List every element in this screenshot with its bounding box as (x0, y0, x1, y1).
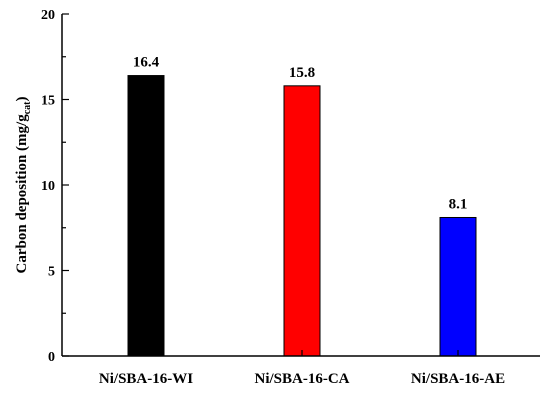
y-tick-label-4: 20 (41, 8, 55, 23)
bar-value-label-2: 15.8 (289, 65, 315, 81)
plot-area: 16.4 Ni/SBA-16-WI 15.8 Ni/SBA-16-CA 8.1 Ni/SB… (41, 8, 540, 387)
bar-value-label-1: 16.4 (133, 55, 160, 71)
y-axis-title-subscript: cat (22, 101, 33, 114)
y-axis-title-close: ) (14, 97, 30, 102)
bar-3 (439, 216, 477, 357)
y-axis-title-main: Carbon deposition (mg/g (14, 114, 30, 274)
bar-2 (283, 85, 321, 357)
svg-text:Carbon deposition (mg/gcat): Carbon deposition (mg/gcat) (14, 97, 33, 274)
x-tick-label-2: Ni/SBA-16-CA (254, 371, 349, 387)
bar-value-label-3: 8.1 (449, 196, 468, 212)
x-tick-label-1: Ni/SBA-16-WI (99, 371, 193, 387)
x-tick-label-3: Ni/SBA-16-AE (411, 371, 505, 387)
y-tick-label-2: 10 (41, 179, 55, 194)
y-axis-title: Carbon deposition (mg/gcat) (14, 97, 33, 274)
bar-1 (127, 75, 165, 357)
y-tick-label-3: 15 (41, 94, 55, 109)
y-tick-label-1: 5 (48, 265, 55, 280)
y-tick-label-0: 0 (48, 350, 55, 365)
